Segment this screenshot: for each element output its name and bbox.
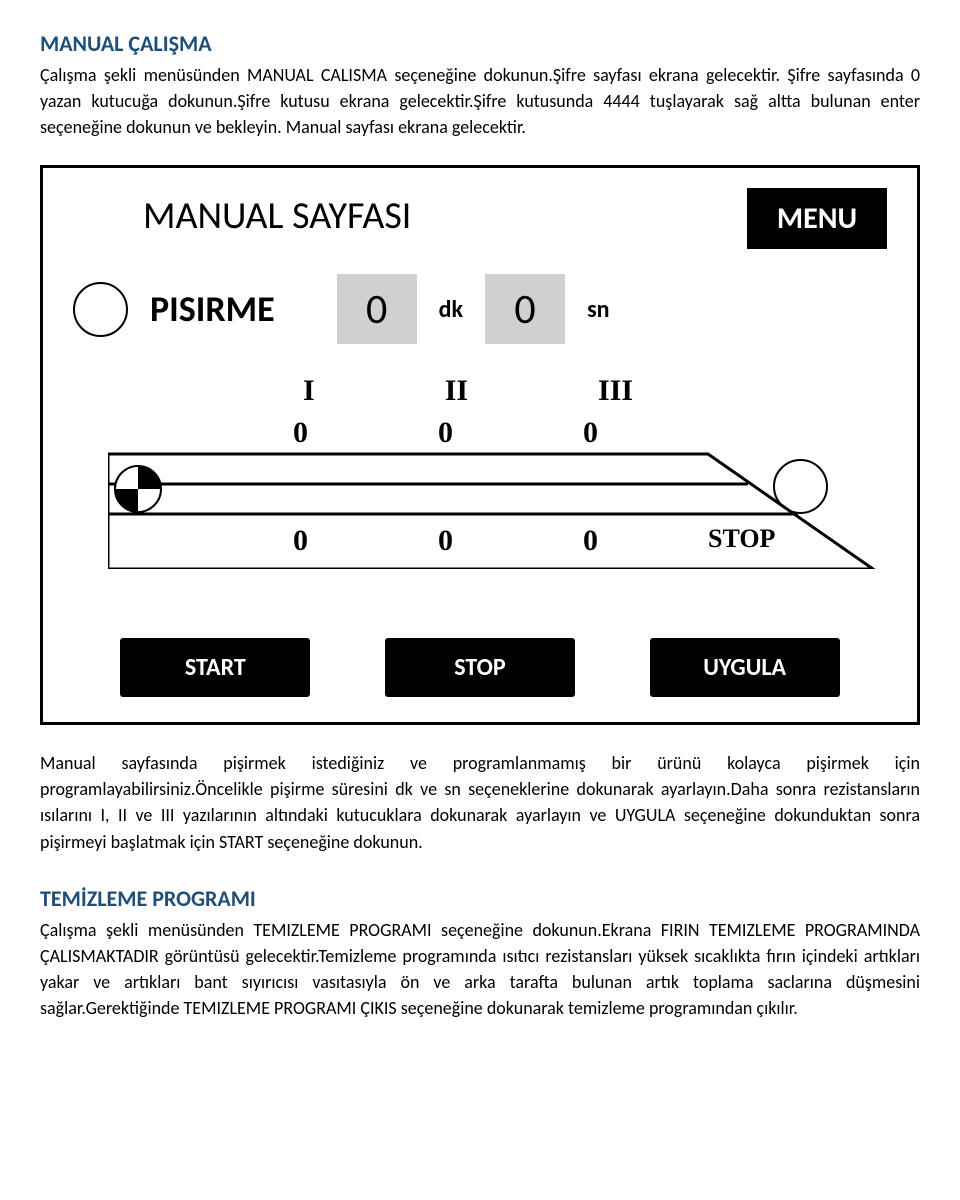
zero-bot-3[interactable]: 0	[583, 524, 598, 558]
section2-paragraph: Manual sayfasında pişirmek istediğiniz v…	[40, 750, 920, 854]
manual-panel: MANUAL SAYFASI MENU PISIRME 0 dk 0 sn I …	[40, 165, 920, 725]
zero-bot-2[interactable]: 0	[438, 524, 453, 558]
menu-button[interactable]: MENU	[747, 188, 887, 249]
zeros-top-row: 0 0 0	[293, 416, 598, 450]
stop-circle-icon	[773, 459, 828, 514]
start-button[interactable]: START	[120, 638, 310, 697]
section1-title: MANUAL ÇALIŞMA	[40, 30, 920, 57]
section1-paragraph: Çalışma şekli menüsünden MANUAL CALISMA …	[40, 62, 920, 140]
button-row: START STOP UYGULA	[43, 638, 917, 697]
zeros-bottom-row: 0 0 0	[293, 524, 598, 558]
quadrant-icon	[113, 464, 163, 514]
zero-top-3[interactable]: 0	[583, 416, 598, 450]
section3-paragraph: Çalışma şekli menüsünden TEMIZLEME PROGR…	[40, 917, 920, 1021]
zero-top-2[interactable]: 0	[438, 416, 453, 450]
stop-button[interactable]: STOP	[385, 638, 575, 697]
dk-label: dk	[439, 295, 463, 324]
zero-bot-1[interactable]: 0	[293, 524, 308, 558]
zero-top-1[interactable]: 0	[293, 416, 308, 450]
stop-diagram-label: STOP	[708, 524, 775, 554]
panel-title: MANUAL SAYFASI	[143, 193, 411, 239]
section3-title: TEMİZLEME PROGRAMI	[40, 885, 920, 912]
sn-value-input[interactable]: 0	[485, 274, 565, 344]
pisirme-label: PISIRME	[150, 287, 275, 331]
pisirme-row: PISIRME 0 dk 0 sn	[73, 274, 887, 344]
roman-2: II	[445, 374, 468, 408]
apply-button[interactable]: UYGULA	[650, 638, 840, 697]
status-circle-icon	[73, 282, 128, 337]
roman-3: III	[598, 374, 633, 408]
panel-header: MANUAL SAYFASI MENU	[73, 188, 887, 249]
dk-value-input[interactable]: 0	[337, 274, 417, 344]
heater-diagram: I II III 0 0 0 0 0 0 STOP	[73, 374, 887, 604]
sn-label: sn	[587, 295, 609, 324]
roman-labels: I II III	[303, 374, 633, 408]
roman-1: I	[303, 374, 315, 408]
